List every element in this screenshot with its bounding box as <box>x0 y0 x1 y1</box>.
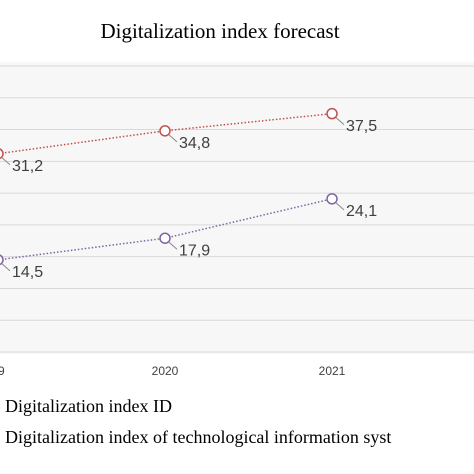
data-label: 34,8 <box>179 135 210 152</box>
legend-label: Digitalization index ID <box>5 396 172 416</box>
leader-line <box>1 157 11 166</box>
data-label: 31,2 <box>12 158 43 175</box>
plot-area <box>0 62 474 354</box>
x-tick-label: 2020 <box>152 364 179 378</box>
data-label: 24,1 <box>346 203 377 220</box>
leader-line <box>335 202 345 211</box>
leader-line <box>335 117 345 126</box>
leader-line <box>1 263 11 272</box>
data-label: 14,5 <box>12 264 43 281</box>
leader-line <box>168 241 178 250</box>
marker <box>0 254 4 266</box>
legend-label: Digitalization index of technological in… <box>5 427 391 447</box>
leader-line <box>168 134 178 143</box>
x-tick-label: 2021 <box>319 364 346 378</box>
data-label: 37,5 <box>346 118 377 135</box>
x-tick-label: 19 <box>0 364 5 378</box>
data-label: 17,9 <box>179 242 210 259</box>
marker <box>0 148 4 160</box>
chart-title: Digitalization index forecast <box>100 19 339 43</box>
marker <box>159 232 171 244</box>
marker <box>159 125 171 137</box>
marker <box>326 193 338 205</box>
marker <box>326 107 338 120</box>
